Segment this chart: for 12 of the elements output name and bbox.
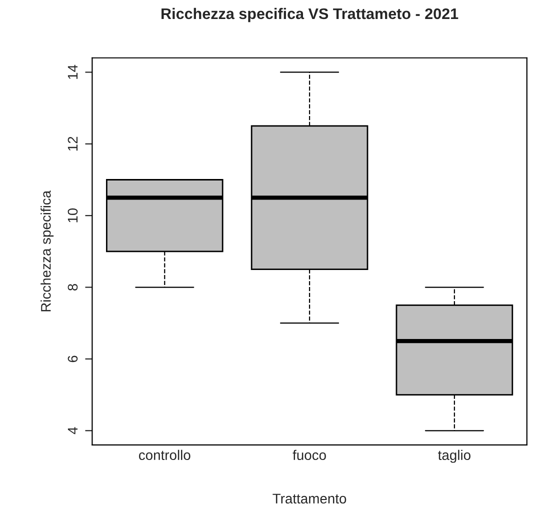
y-axis-title: Ricchezza specifica xyxy=(40,190,54,312)
chart-title: Ricchezza specifica VS Trattameto - 2021 xyxy=(162,8,458,22)
x-tick-label: fuoco xyxy=(292,450,326,460)
y-tick-label: 4 xyxy=(68,427,78,434)
y-tick-label: 6 xyxy=(68,356,78,362)
y-tick-label: 8 xyxy=(68,284,78,291)
y-tick-label: 14 xyxy=(68,64,78,79)
y-tick-label: 12 xyxy=(68,136,78,151)
x-tick-label: taglio xyxy=(438,450,470,463)
x-tick-label: controllo xyxy=(138,450,190,460)
y-tick-label: 10 xyxy=(68,208,78,222)
x-axis-title: Trattamento xyxy=(272,494,346,504)
